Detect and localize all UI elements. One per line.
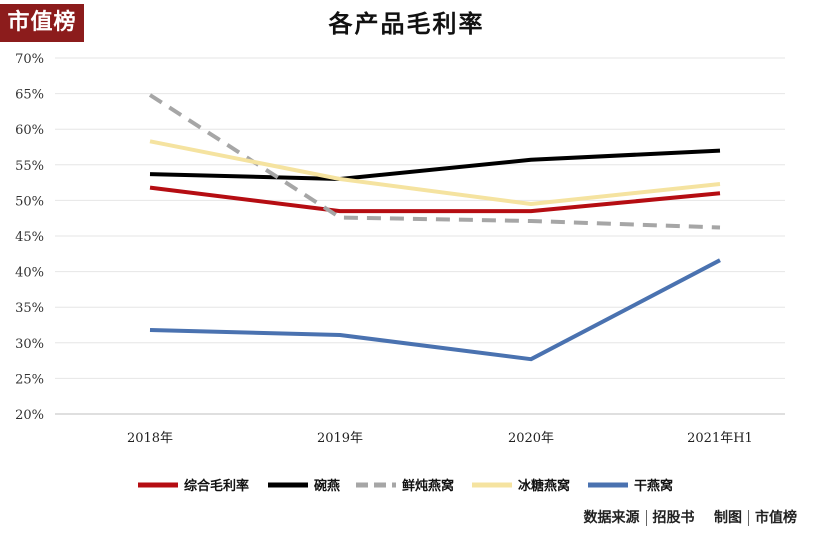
series-line	[149, 148, 721, 181]
x-tick-label: 2020年	[508, 431, 554, 446]
chart-title: 各产品毛利率	[328, 10, 485, 38]
series-lines	[148, 93, 721, 362]
series-line	[149, 185, 721, 214]
source-divider	[645, 510, 647, 526]
made-by-label: 制图	[714, 510, 742, 526]
source-credit: 数据来源 招股书 制图 市值榜	[583, 507, 797, 527]
x-axis-ticks: 2018年 2019年 2020年 2021年H1	[127, 431, 753, 446]
x-tick-label: 2019年	[317, 431, 363, 446]
legend-label: 干燕窝	[634, 478, 673, 494]
y-tick-label: 25%	[15, 372, 44, 387]
logo: 市值榜	[0, 4, 84, 42]
y-tick-label: 20%	[15, 408, 44, 423]
gridlines	[55, 57, 785, 415]
y-tick-label: 30%	[15, 337, 44, 352]
legend-label: 鲜炖燕窝	[402, 478, 454, 494]
legend-label: 综合毛利率	[184, 478, 249, 494]
x-tick-label: 2021年H1	[687, 431, 753, 446]
y-tick-label: 60%	[15, 123, 44, 138]
made-by-name: 市值榜	[755, 510, 797, 526]
x-tick-label: 2018年	[127, 431, 173, 446]
source-name: 招股书	[652, 510, 695, 526]
y-tick-label: 35%	[15, 301, 44, 316]
series-line	[149, 258, 721, 362]
series-line	[148, 93, 721, 230]
legend-label: 冰糖燕窝	[518, 478, 570, 494]
legend-label: 碗燕	[314, 478, 340, 494]
y-axis-ticks: 20% 25% 30% 35% 40% 45% 50% 55% 60% 65% 70%	[15, 52, 44, 423]
made-by-divider	[748, 510, 749, 526]
legend: 综合毛利率 碗燕 鲜炖燕窝 冰糖燕窝 干燕窝	[138, 478, 673, 494]
source-label: 数据来源	[583, 510, 640, 526]
y-tick-label: 55%	[15, 159, 44, 174]
y-tick-label: 70%	[15, 52, 44, 67]
y-tick-label: 40%	[15, 266, 44, 281]
series-line	[149, 139, 721, 206]
y-tick-label: 45%	[15, 230, 44, 245]
y-tick-label: 50%	[15, 194, 44, 209]
y-tick-label: 65%	[15, 88, 44, 103]
